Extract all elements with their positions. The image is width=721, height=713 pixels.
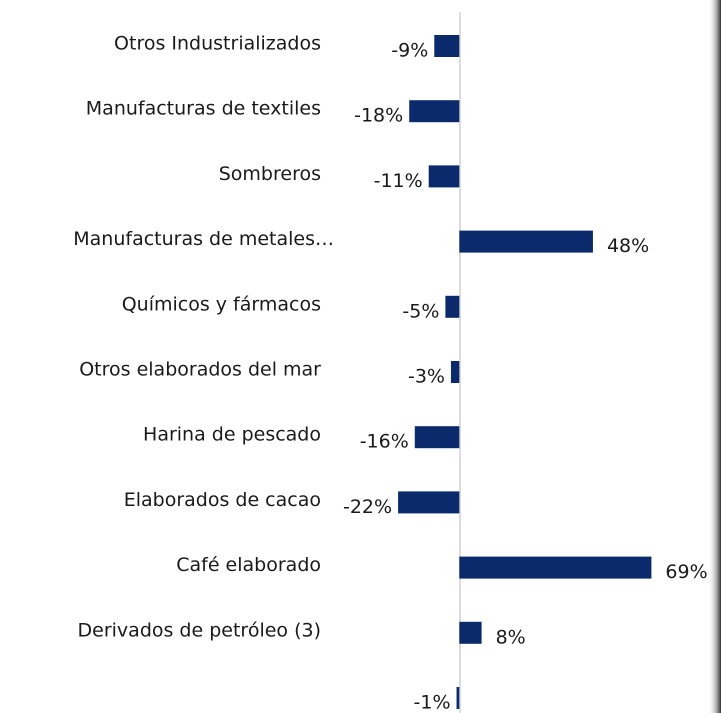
bar <box>398 491 460 514</box>
bar <box>445 295 460 318</box>
value-label: -11% <box>374 170 423 192</box>
edge-shadow <box>708 0 721 713</box>
category-label: Elaborados de cacao <box>124 489 321 511</box>
value-label: -22% <box>343 496 392 518</box>
category-label: Otros elaborados del mar <box>79 359 321 381</box>
value-label: 48% <box>607 235 649 257</box>
category-label: Sombreros <box>219 163 321 185</box>
category-label: Manufacturas de textiles <box>86 98 321 120</box>
category-label: Otros Industrializados <box>114 33 321 55</box>
bar <box>459 556 652 579</box>
bar <box>456 687 460 709</box>
category-label: Manufacturas de metales… <box>73 228 334 250</box>
bar <box>459 621 482 644</box>
bar <box>414 426 460 449</box>
bar <box>428 165 460 188</box>
value-label: -18% <box>354 105 403 127</box>
category-label: Harina de pescado <box>143 424 321 446</box>
bar <box>434 35 460 57</box>
category-label: Café elaborado <box>176 554 321 576</box>
bar <box>409 100 460 123</box>
value-label: -1% <box>414 692 451 713</box>
value-label: 69% <box>665 561 707 583</box>
bar <box>450 361 460 383</box>
value-label: -9% <box>391 40 428 62</box>
value-label: 8% <box>496 626 526 648</box>
bar <box>459 230 593 253</box>
value-label: -5% <box>402 300 439 322</box>
value-label: -16% <box>360 431 409 453</box>
category-label: Derivados de petróleo (3) <box>78 619 321 641</box>
category-label: Químicos y fármacos <box>122 293 321 315</box>
value-label: -3% <box>408 366 445 388</box>
